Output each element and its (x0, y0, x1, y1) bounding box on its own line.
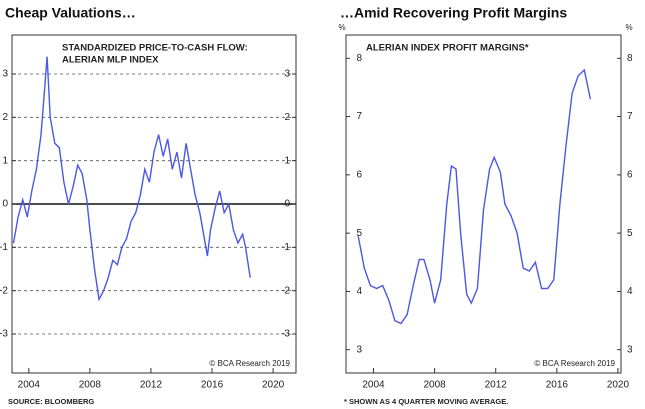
series-label: STANDARDIZED PRICE-TO-CASH FLOW: (62, 43, 248, 54)
y-tick-label: 3 (356, 344, 362, 355)
data-line (12, 56, 251, 302)
x-tick-label: 2012 (485, 380, 508, 391)
credit: © BCA Research 2019 (209, 359, 290, 368)
y-axis-unit-right: % (625, 23, 632, 32)
y-axis-unit: % (338, 23, 345, 32)
y-tick-label: 0 (2, 199, 8, 210)
x-tick-label: 2004 (362, 380, 385, 391)
chart-title: …Amid Recovering Profit Margins (340, 5, 567, 21)
y-tick-label-right: 5 (627, 228, 633, 239)
x-tick-label: 2020 (262, 380, 285, 391)
x-tick-label: 2012 (140, 380, 163, 391)
y-tick-label: -2 (0, 285, 8, 296)
y-tick-label-right: 2 (284, 112, 290, 123)
y-tick-label: -1 (0, 242, 8, 253)
y-tick-label-right: 6 (627, 170, 633, 181)
y-tick-label: 3 (2, 69, 8, 80)
data-line (357, 68, 592, 325)
y-tick-label-right: 8 (627, 53, 633, 64)
y-tick-label-right: 4 (627, 286, 633, 297)
y-tick-label-right: 1 (284, 155, 290, 166)
y-tick-label-right: -1 (281, 242, 290, 253)
y-tick-label: 2 (2, 112, 8, 123)
chart-title: Cheap Valuations… (5, 5, 136, 21)
y-tick-label: 6 (356, 170, 362, 181)
source-note: SOURCE: BLOOMBERG (8, 397, 94, 406)
y-tick-label-right: 3 (284, 69, 290, 80)
y-tick-label-right: 0 (284, 199, 290, 210)
x-tick-label: 2004 (18, 380, 41, 391)
y-tick-label: 7 (356, 111, 362, 122)
x-tick-label: 2008 (423, 380, 446, 391)
y-tick-label: -3 (0, 329, 8, 340)
x-tick-label: 2016 (201, 380, 224, 391)
plot-frame (345, 34, 622, 374)
source-note: * SHOWN AS 4 QUARTER MOVING AVERAGE. (344, 397, 508, 406)
y-tick-label-right: -2 (281, 285, 290, 296)
y-tick-label: 1 (2, 155, 8, 166)
y-tick-label: 4 (356, 286, 362, 297)
y-tick-label: 5 (356, 228, 362, 239)
y-tick-label-right: 7 (627, 111, 633, 122)
y-tick-label-right: -3 (281, 329, 290, 340)
y-tick-label: 8 (356, 53, 362, 64)
series-label: ALERIAN INDEX PROFIT MARGINS* (366, 43, 529, 54)
x-tick-label: 2016 (546, 380, 569, 391)
x-tick-label: 2008 (79, 380, 102, 391)
credit: © BCA Research 2019 (534, 359, 615, 368)
x-tick-label: 2020 (607, 380, 630, 391)
series-label: ALERIAN MLP INDEX (62, 55, 159, 66)
y-tick-label-right: 3 (627, 344, 633, 355)
